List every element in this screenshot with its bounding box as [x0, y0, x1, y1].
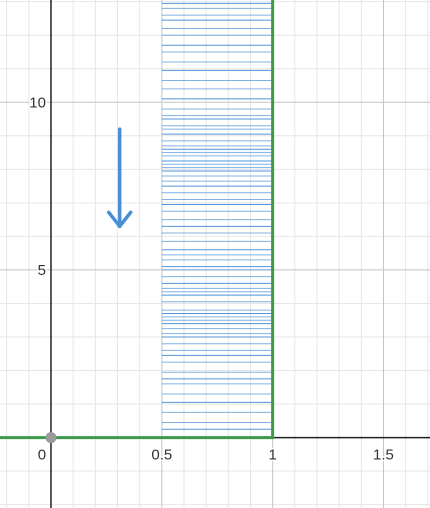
x-tick-label: 1.5 — [373, 447, 394, 464]
green-curve — [0, 0, 275, 440]
x-tick-label: 1 — [268, 447, 276, 464]
origin-point — [45, 432, 57, 444]
y-tick-label: 5 — [38, 262, 46, 279]
tick-labels: 0 0.5 1 1.5 5 10 — [28, 93, 396, 465]
y-tick-label: 10 — [29, 94, 46, 111]
x-tick-label: 0 — [38, 447, 46, 464]
hatched-region — [161, 0, 273, 438]
x-tick-label: 0.5 — [151, 447, 172, 464]
curves — [0, 0, 275, 440]
arrow-head — [106, 210, 133, 229]
marks — [45, 127, 133, 444]
